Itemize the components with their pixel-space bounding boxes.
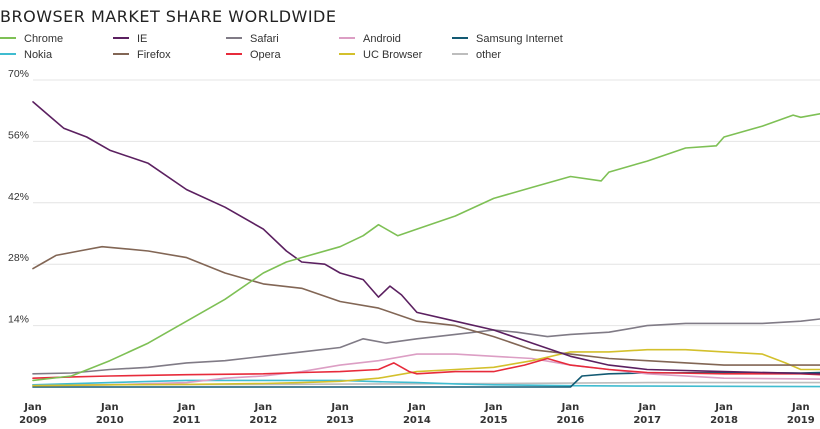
x-tick-label-year: 2017 (633, 415, 661, 426)
x-tick-label-year: 2009 (19, 415, 47, 426)
series-line-safari (32, 318, 820, 375)
legend-label: Opera (250, 49, 281, 61)
y-axis-ticks: 14% 28% 42% 56% 70% (8, 68, 29, 326)
legend-item-uc-browser: UC Browser (339, 49, 423, 61)
legend-label: other (476, 49, 501, 61)
x-tick-label-year: 2015 (480, 415, 508, 426)
legend-label: Android (363, 33, 401, 45)
y-tick-label: 14% (8, 314, 29, 326)
x-tick-label-year: 2013 (326, 415, 354, 426)
legend-label: UC Browser (363, 49, 423, 61)
x-tick-label-month: Jan (330, 402, 349, 413)
x-tick-label-year: 2019 (787, 415, 815, 426)
legend-label: IE (137, 33, 147, 45)
y-tick-label: 56% (8, 129, 29, 141)
x-tick-label-month: Jan (177, 402, 196, 413)
series-line-ie (32, 101, 820, 375)
x-tick-label-year: 2012 (249, 415, 277, 426)
legend-label: Chrome (24, 33, 63, 45)
x-tick-label-month: Jan (791, 402, 810, 413)
y-tick-label: 42% (8, 191, 29, 203)
legend-item-opera: Opera (226, 49, 281, 61)
series-line-chrome (32, 113, 820, 382)
series-line-firefox (32, 245, 820, 366)
legend-item-chrome: Chrome (0, 33, 63, 45)
x-tick-label-month: Jan (100, 402, 119, 413)
legend-label: Nokia (24, 49, 53, 61)
chart-title: BROWSER MARKET SHARE WORLDWIDE (0, 7, 336, 26)
x-tick-label-month: Jan (254, 402, 273, 413)
x-tick-label-month: Jan (23, 402, 42, 413)
legend-item-samsung-internet: Samsung Internet (452, 33, 563, 45)
grid (33, 79, 820, 327)
legend-item-firefox: Firefox (113, 49, 171, 61)
legend-item-ie: IE (113, 33, 147, 45)
x-tick-label-year: 2016 (557, 415, 585, 426)
x-tick-label-month: Jan (637, 402, 656, 413)
legend-item-nokia: Nokia (0, 49, 53, 61)
series-line-opera (32, 357, 820, 379)
legend-label: Safari (250, 33, 279, 45)
series-line-uc-browser (32, 348, 820, 387)
x-tick-label-month: Jan (484, 402, 503, 413)
series-line-nokia (32, 379, 820, 388)
x-tick-label-month: Jan (561, 402, 580, 413)
x-tick-label-year: 2014 (403, 415, 431, 426)
x-tick-label-year: 2018 (710, 415, 738, 426)
legend-item-android: Android (339, 33, 401, 45)
x-tick-label-year: 2011 (173, 415, 201, 426)
legend-label: Firefox (137, 49, 171, 61)
y-tick-label: 70% (8, 68, 29, 80)
y-tick-label: 28% (8, 252, 29, 264)
x-axis-ticks: Jan 2009 Jan 2010 Jan 2011 Jan 2012 Jan 2013 Jan 20… (19, 402, 815, 426)
legend-item-safari: Safari (226, 33, 279, 45)
series-lines (32, 101, 820, 388)
legend: Chrome IE Safari Android Samsung Internet Nok… (0, 33, 563, 61)
x-tick-label-month: Jan (714, 402, 733, 413)
legend-label: Samsung Internet (476, 33, 563, 45)
x-tick-label-year: 2010 (96, 415, 124, 426)
legend-item-other: other (452, 49, 501, 61)
x-tick-label-month: Jan (407, 402, 426, 413)
